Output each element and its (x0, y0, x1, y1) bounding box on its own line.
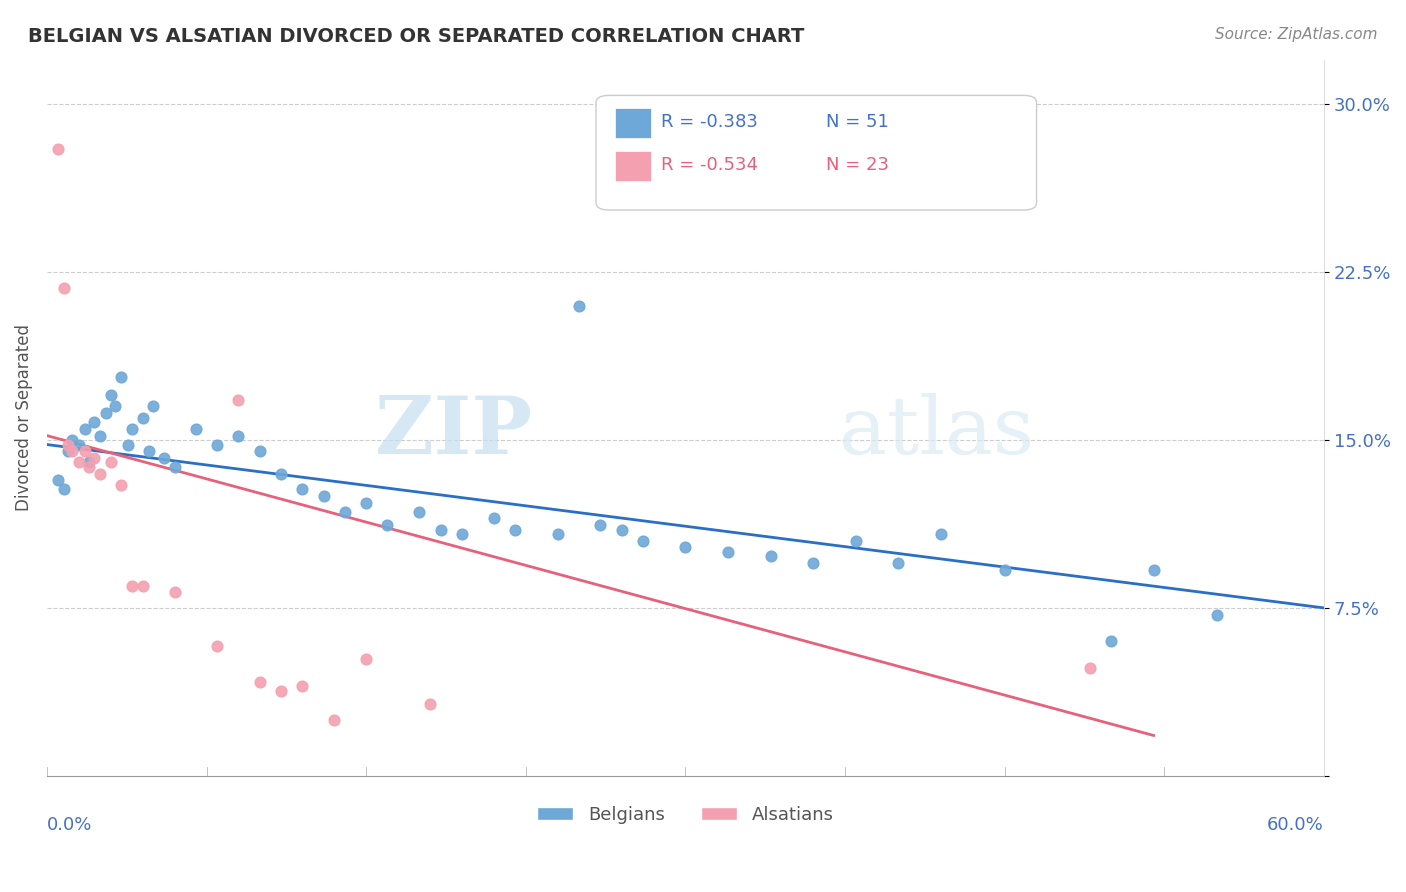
Point (717, 545, 740, 559)
Point (673, 541, 696, 555)
Text: atlas: atlas (838, 393, 1033, 471)
Point (205, 639, 228, 653)
Point (482, 511, 505, 525)
Point (547, 527, 569, 541)
Point (52, 281, 75, 295)
Point (163, 585, 186, 599)
FancyBboxPatch shape (596, 95, 1036, 210)
Point (249, 674, 271, 689)
Point (100, 388, 122, 402)
Point (333, 505, 356, 519)
Point (323, 713, 346, 727)
Point (56, 437, 79, 451)
Point (1143, 563, 1166, 577)
Point (142, 400, 165, 414)
Point (83, 450, 105, 465)
Text: ZIP: ZIP (375, 393, 531, 471)
Point (270, 467, 292, 481)
Point (429, 523, 451, 537)
Point (100, 455, 122, 469)
Point (110, 370, 132, 384)
Point (75, 444, 97, 458)
Point (568, 299, 591, 313)
Point (62, 444, 84, 458)
Text: R = -0.383: R = -0.383 (661, 113, 758, 131)
Point (79, 459, 101, 474)
Bar (616, 152, 651, 181)
Point (408, 505, 430, 519)
Point (96, 406, 118, 420)
Point (451, 527, 474, 541)
Text: N = 23: N = 23 (825, 156, 889, 174)
Point (228, 428, 250, 442)
Point (228, 392, 250, 407)
Text: BELGIAN VS ALSATIAN DIVORCED OR SEPARATED CORRELATION CHART: BELGIAN VS ALSATIAN DIVORCED OR SEPARATE… (28, 27, 804, 45)
Point (1078, 661, 1101, 675)
Point (56, 444, 79, 458)
Point (1206, 607, 1229, 622)
Point (759, 549, 782, 564)
Point (184, 422, 207, 436)
Point (67, 455, 90, 469)
Point (419, 697, 441, 711)
Point (270, 683, 292, 698)
Point (887, 556, 910, 570)
Text: 60.0%: 60.0% (1267, 816, 1324, 834)
Point (131, 410, 153, 425)
Point (291, 483, 314, 497)
Point (377, 518, 399, 533)
Point (354, 652, 377, 666)
Point (291, 679, 314, 693)
Point (589, 518, 612, 533)
Point (845, 533, 868, 548)
Point (89, 467, 111, 481)
Text: Source: ZipAtlas.com: Source: ZipAtlas.com (1215, 27, 1378, 42)
Point (46, 474, 69, 488)
Point (46, 142, 69, 156)
Text: 0.0%: 0.0% (46, 816, 93, 834)
Point (83, 415, 105, 429)
Point (89, 428, 111, 442)
Point (153, 450, 176, 465)
Point (1099, 634, 1122, 648)
Point (929, 527, 952, 541)
Point (994, 563, 1017, 577)
Point (79, 455, 101, 469)
Point (121, 578, 143, 592)
Point (163, 459, 186, 474)
Point (117, 437, 139, 451)
Point (610, 523, 633, 537)
Point (249, 444, 271, 458)
Point (104, 400, 127, 414)
Y-axis label: Divorced or Separated: Divorced or Separated (15, 324, 32, 511)
Point (138, 444, 160, 458)
Legend: Belgians, Alsatians: Belgians, Alsatians (530, 798, 841, 831)
Point (67, 437, 90, 451)
Point (354, 496, 377, 510)
Point (801, 556, 824, 570)
Point (631, 533, 654, 548)
Point (75, 422, 97, 436)
Point (205, 437, 228, 451)
Point (52, 483, 75, 497)
Point (121, 422, 143, 436)
Point (131, 578, 153, 592)
Text: R = -0.534: R = -0.534 (661, 156, 758, 174)
Point (503, 523, 526, 537)
Bar (616, 108, 651, 138)
Point (110, 478, 132, 492)
Point (62, 433, 84, 447)
Point (312, 489, 335, 503)
Text: N = 51: N = 51 (825, 113, 889, 131)
